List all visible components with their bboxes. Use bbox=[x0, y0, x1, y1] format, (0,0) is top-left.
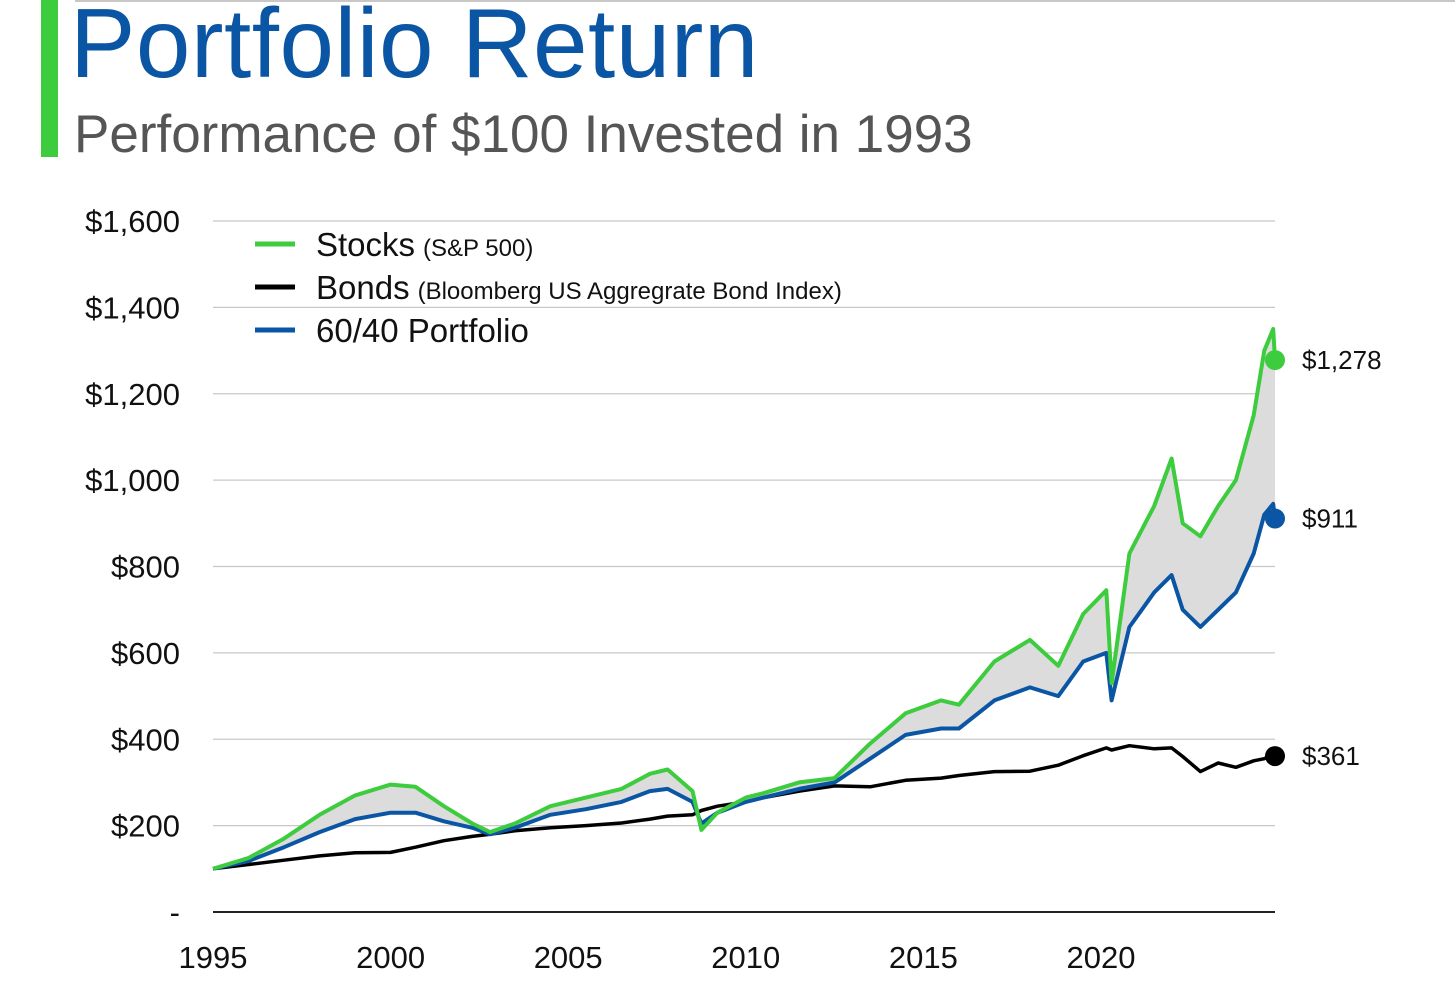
x-tick-label: 2020 bbox=[1066, 940, 1135, 975]
y-tick-label: $200 bbox=[111, 809, 180, 844]
x-tick-label: 2005 bbox=[534, 940, 603, 975]
page-title: Portfolio Return bbox=[70, 0, 759, 98]
end-value-markers: $1,278 $361 $911 bbox=[1265, 345, 1382, 771]
grid-lines bbox=[213, 220, 1275, 827]
title-accent-bar bbox=[41, 0, 58, 157]
legend-item-portfolio: 60/40 Portfolio bbox=[255, 312, 529, 349]
legend-label-bonds: Bonds (Bloomberg US Aggregrate Bond Index… bbox=[316, 269, 842, 306]
end-marker-bonds bbox=[1265, 746, 1285, 767]
y-axis-ticks: - $200 $400 $600 $800 $1,000 $1,200 $1,400 $1,60… bbox=[85, 204, 180, 930]
y-tick-label: $1,200 bbox=[85, 377, 180, 412]
x-tick-label: 2015 bbox=[889, 940, 958, 975]
legend-item-stocks: Stocks (S&P 500) bbox=[255, 226, 533, 263]
end-label-stocks: $1,278 bbox=[1302, 345, 1382, 375]
legend-item-bonds: Bonds (Bloomberg US Aggregrate Bond Index… bbox=[255, 269, 842, 306]
legend-label-stocks: Stocks (S&P 500) bbox=[316, 226, 533, 263]
y-tick-label: $1,400 bbox=[85, 290, 180, 325]
x-tick-label: 2010 bbox=[711, 940, 780, 975]
end-marker-stocks bbox=[1265, 350, 1285, 371]
end-marker-portfolio bbox=[1265, 508, 1285, 529]
y-tick-label: $600 bbox=[111, 636, 180, 671]
y-tick-label: $1,600 bbox=[85, 204, 180, 239]
top-rule bbox=[75, 0, 1455, 2]
x-axis-ticks: 1995 2000 2005 2010 2015 2020 bbox=[179, 940, 1136, 975]
x-tick-label: 1995 bbox=[179, 940, 248, 975]
page-subtitle: Performance of $100 Invested in 1993 bbox=[74, 105, 973, 164]
portfolio-series-line bbox=[212, 501, 1277, 871]
legend-label-portfolio: 60/40 Portfolio bbox=[316, 312, 529, 349]
bonds-series-line bbox=[212, 743, 1277, 871]
y-tick-label: $400 bbox=[111, 722, 180, 757]
y-tick-label: - bbox=[170, 895, 180, 930]
end-label-bonds: $361 bbox=[1302, 741, 1360, 771]
y-tick-label: $800 bbox=[111, 550, 180, 585]
end-label-portfolio: $911 bbox=[1302, 504, 1358, 534]
legend: Stocks (S&P 500) Bonds (Bloomberg US Aggre… bbox=[255, 226, 842, 349]
stocks-portfolio-gap-band bbox=[213, 329, 1275, 869]
stocks-series-line bbox=[212, 327, 1277, 871]
x-tick-label: 2000 bbox=[356, 940, 425, 975]
y-tick-label: $1,000 bbox=[85, 463, 180, 498]
